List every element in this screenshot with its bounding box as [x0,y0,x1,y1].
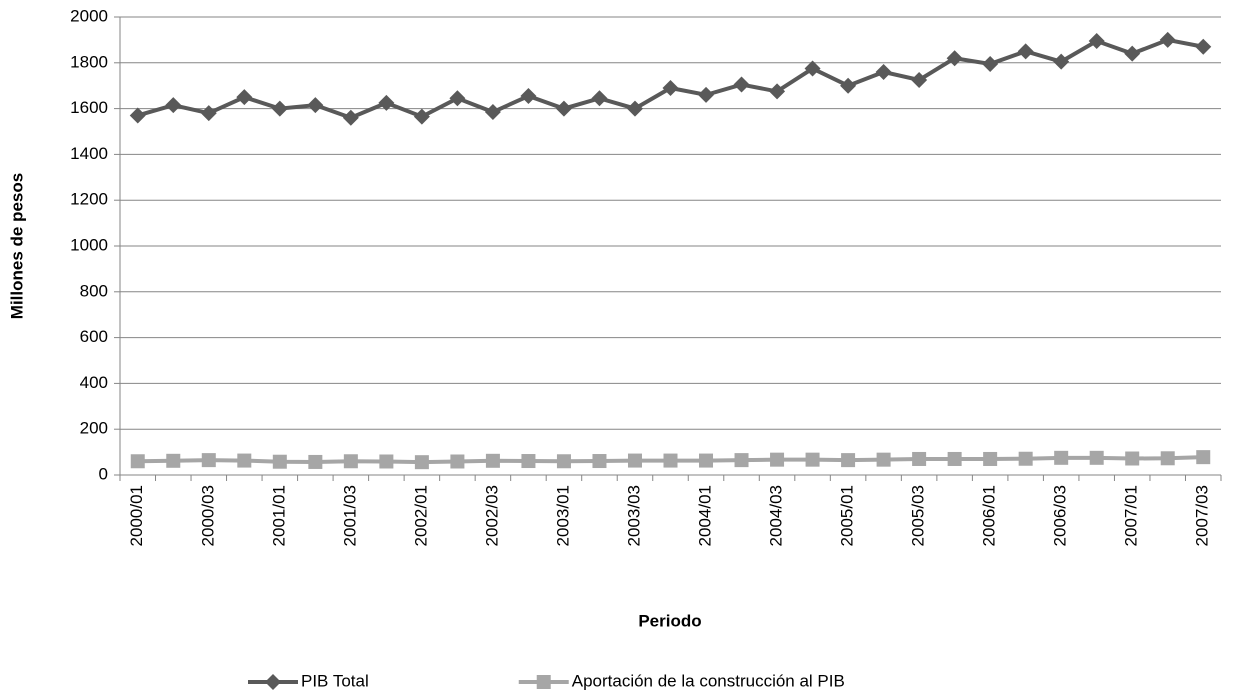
data-point [1089,450,1104,465]
data-point [520,88,537,105]
x-axis-title: Periodo [638,611,701,630]
data-point [804,60,821,77]
data-point [875,63,892,80]
data-point [521,454,536,469]
data-point [201,453,216,468]
legend-label: Aportación de la construcción al PIB [572,671,845,690]
data-point [484,104,501,121]
y-tick-label: 1000 [70,235,108,254]
data-point [626,100,643,117]
data-point [876,452,891,467]
x-tick-label: 2001/01 [269,485,288,546]
data-point [1159,31,1176,48]
data-point [591,90,608,107]
data-point [414,455,429,470]
data-point [555,100,572,117]
data-point [1160,451,1175,466]
data-point [165,97,182,114]
series-line [137,37,1204,120]
data-point [734,453,749,468]
data-point [1017,43,1034,60]
data-point [699,453,714,468]
data-point [129,107,146,124]
y-tick-label: 1800 [70,52,108,71]
data-point [237,453,252,468]
data-point [166,453,181,468]
data-point [1018,451,1033,466]
x-tick-label: 2007/01 [1122,485,1141,546]
data-point [662,79,679,96]
data-point [911,71,928,88]
data-point [450,454,465,469]
data-point [308,454,323,469]
x-tick-label: 2007/03 [1193,485,1212,546]
y-tick-label: 1200 [70,190,108,209]
data-point [272,454,287,469]
x-tick-label: 2005/01 [838,485,857,546]
data-point [378,94,395,111]
x-tick-label: 2001/03 [340,485,359,546]
x-tick-label: 2006/01 [980,485,999,546]
data-point [982,55,999,72]
data-point [485,453,500,468]
data-point [1124,45,1141,62]
data-point [947,451,962,466]
y-tick-label: 400 [80,373,108,392]
x-tick-label: 2000/01 [127,485,146,546]
data-point [343,454,358,469]
x-tick-label: 2000/03 [198,485,217,546]
y-tick-label: 1600 [70,98,108,117]
data-point [770,452,785,467]
data-point [1054,450,1069,465]
x-tick-label: 2004/03 [767,485,786,546]
data-point [1088,33,1105,50]
data-point [698,86,715,103]
data-point [769,83,786,100]
data-point [592,454,607,469]
y-tick-label: 1400 [70,144,108,163]
legend-marker [536,675,551,689]
y-tick-label: 0 [99,464,108,483]
data-point [236,89,253,106]
x-tick-label: 2003/01 [553,485,572,546]
data-point [307,97,324,114]
data-point [946,50,963,67]
data-point [627,453,642,468]
y-axis-title: Millones de pesos [7,173,26,319]
y-tick-label: 2000 [70,6,108,25]
data-point [805,452,820,467]
data-point [449,90,466,107]
legend-marker [265,674,281,690]
data-point [1125,451,1140,466]
data-point [413,108,430,125]
data-point [841,453,856,468]
data-point [983,451,998,466]
data-point [556,454,571,469]
data-point [1195,38,1212,55]
y-tick-label: 200 [80,419,108,438]
data-point [379,454,394,469]
data-point [342,109,359,126]
data-point [200,105,217,122]
x-tick-label: 2003/03 [624,485,643,546]
data-point [912,451,927,466]
legend-label: PIB Total [301,671,369,690]
data-point [1053,53,1070,70]
y-tick-label: 600 [80,327,108,346]
x-tick-label: 2002/03 [482,485,501,546]
x-tick-label: 2005/03 [909,485,928,546]
data-point [663,453,678,468]
y-tick-label: 800 [80,281,108,300]
data-point [840,77,857,94]
data-point [271,100,288,117]
data-point [733,76,750,93]
data-point [130,454,145,469]
data-point [1196,450,1211,465]
x-tick-label: 2002/01 [411,485,430,546]
x-tick-label: 2004/01 [696,485,715,546]
x-tick-label: 2006/03 [1051,485,1070,546]
